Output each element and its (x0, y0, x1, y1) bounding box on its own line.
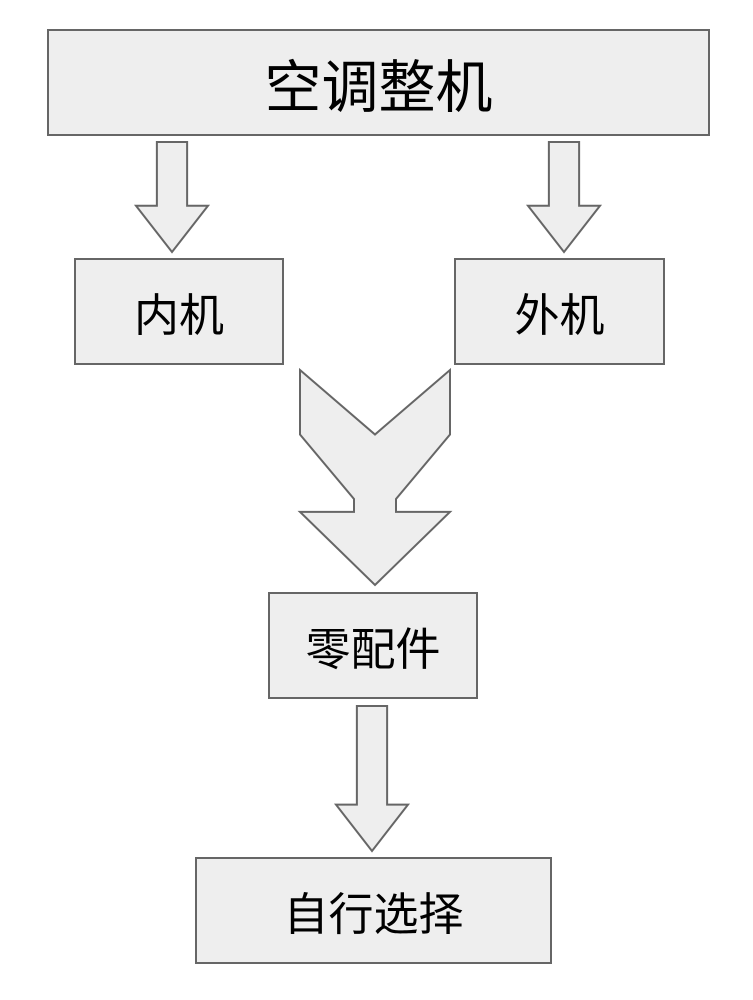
box-mid: 零配件 (268, 592, 478, 699)
arrow-to-bottom (336, 706, 408, 851)
box-left: 内机 (74, 258, 284, 365)
chevron-arrow-down-icon (300, 370, 450, 585)
arrow-down-icon (136, 142, 208, 252)
arrow-down-icon (336, 706, 408, 851)
arrow-merge (300, 370, 450, 585)
box-right: 外机 (454, 258, 665, 365)
arrow-down-icon (528, 142, 600, 252)
diagram-canvas: 空调整机 内机 外机 零配件 自行选择 (0, 0, 753, 1000)
box-bottom-label: 自行选择 (283, 878, 463, 943)
box-mid-label: 零配件 (305, 613, 440, 678)
arrow-to-right (528, 142, 600, 252)
arrow-to-left (136, 142, 208, 252)
box-top: 空调整机 (47, 29, 710, 136)
box-top-label: 空调整机 (265, 42, 493, 124)
box-left-label: 内机 (134, 279, 224, 344)
box-right-label: 外机 (514, 279, 604, 344)
box-bottom: 自行选择 (195, 857, 552, 964)
